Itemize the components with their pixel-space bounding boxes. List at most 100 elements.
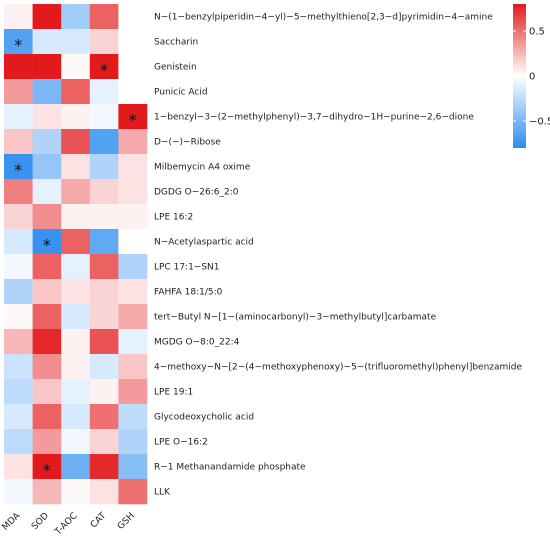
- heatmap-cell: [61, 404, 91, 430]
- heatmap-cell: [32, 479, 62, 505]
- heatmap-cell: [118, 454, 148, 480]
- row-label: N−Acetylaspartic acid: [154, 238, 254, 248]
- heatmap-cell: [61, 379, 91, 405]
- heatmap-cell: [118, 179, 148, 205]
- column-labels: MDA SOD T-AOC CAT GSH: [1, 510, 137, 538]
- heatmap-cell: [89, 404, 119, 430]
- column-label: MDA: [1, 510, 23, 532]
- heatmap-cell: [4, 104, 33, 130]
- heatmap-cell: [4, 254, 33, 280]
- heatmap-cell: [32, 154, 62, 180]
- row-label: 1−benzyl−3−(2−methylphenyl)−3,7−dihydro−…: [154, 113, 474, 123]
- row-label: Saccharin: [154, 38, 198, 48]
- row-label: LPE O−16:2: [154, 438, 208, 448]
- heatmap-cell: [4, 479, 33, 505]
- heatmap-cell: [89, 229, 119, 255]
- heatmap-cell: [61, 479, 91, 505]
- row-label: 4−methoxy−N−[2−(4−methoxyphenoxy)−5−(tri…: [154, 363, 523, 373]
- row-label: Glycodeoxycholic acid: [154, 413, 254, 423]
- column-label: T-AOC: [53, 511, 80, 538]
- row-label: tert−Butyl N−[1−(aminocarbonyl)−3−methyl…: [154, 313, 437, 323]
- colorbar-tick-label: 0: [529, 72, 535, 83]
- heatmap-cell: [4, 29, 33, 55]
- heatmap-cell: [61, 29, 91, 55]
- heatmap-cell: [32, 204, 62, 230]
- heatmap-cell: [32, 229, 62, 255]
- heatmap-cell: [118, 4, 148, 30]
- row-label: FAHFA 18:1/5:0: [154, 288, 223, 298]
- row-label: N−(1−benzylpiperidin−4−yl)−5−methylthien…: [154, 13, 493, 23]
- significance-star: *: [43, 236, 51, 255]
- heatmap-cell: [4, 379, 33, 405]
- heatmap-cell: [118, 429, 148, 455]
- significance-star: *: [14, 161, 22, 180]
- heatmap-cell: [32, 129, 62, 155]
- heatmap-cell: [4, 229, 33, 255]
- heatmap-cell: [32, 179, 62, 205]
- row-label: LPC 17:1−SN1: [154, 263, 220, 273]
- heatmap-cell: [4, 129, 33, 155]
- heatmap-cell: [32, 54, 62, 80]
- heatmap-cell: [118, 154, 148, 180]
- heatmap-cell: [32, 404, 62, 430]
- heatmap-cell: [61, 104, 91, 130]
- colorbar: [513, 4, 526, 148]
- heatmap-cell: [61, 279, 91, 305]
- heatmap-cell: [61, 154, 91, 180]
- heatmap-cell: [4, 354, 33, 380]
- heatmap-cell: [89, 379, 119, 405]
- heatmap-cell: [118, 479, 148, 505]
- heatmap-cell: [61, 229, 91, 255]
- heatmap-cell: [4, 54, 33, 80]
- heatmap-cell: [118, 29, 148, 55]
- heatmap-cell: [118, 104, 148, 130]
- heatmap-cell: [118, 279, 148, 305]
- heatmap-cell: [61, 129, 91, 155]
- heatmap-cell: [32, 104, 62, 130]
- colorbar-tick-label: 0.5: [529, 27, 545, 38]
- heatmap-cell: [4, 204, 33, 230]
- row-label: MGDG O−8:0_22:4: [154, 338, 240, 348]
- heatmap-cell: [4, 4, 33, 30]
- heatmap-cell: [89, 129, 119, 155]
- heatmap-cell: [61, 429, 91, 455]
- colorbar-tick-label: −0.5: [529, 117, 550, 128]
- heatmap-cell: [89, 29, 119, 55]
- heatmap-cell: [89, 4, 119, 30]
- heatmap-cell: [118, 54, 148, 80]
- column-label: SOD: [30, 511, 51, 532]
- heatmap-cell: [32, 354, 62, 380]
- heatmap-cell: [118, 354, 148, 380]
- heatmap-cell: [61, 304, 91, 330]
- row-label: Punicic Acid: [154, 88, 208, 98]
- heatmap-cell: [89, 454, 119, 480]
- heatmap-cell: [32, 79, 62, 105]
- heatmap-cell: [61, 454, 91, 480]
- heatmap-cell: [32, 254, 62, 280]
- heatmap-cell: [4, 179, 33, 205]
- heatmap-cell: [118, 79, 148, 105]
- heatmap-cell: [118, 229, 148, 255]
- heatmap-cell: [32, 329, 62, 355]
- column-label: CAT: [89, 511, 109, 531]
- heatmap-cell: [118, 304, 148, 330]
- heatmap-cell: [118, 329, 148, 355]
- heatmap-cell: [61, 329, 91, 355]
- heatmap-cell: [118, 404, 148, 430]
- row-label: LPE 19:1: [154, 388, 193, 398]
- heatmap-cell: [32, 29, 62, 55]
- significance-star: *: [129, 111, 137, 130]
- heatmap-cell: [4, 304, 33, 330]
- heatmap-cells: [4, 4, 148, 505]
- heatmap-cell: [32, 379, 62, 405]
- row-label: Genistein: [154, 63, 197, 73]
- heatmap-cell: [4, 454, 33, 480]
- heatmap-cell: [118, 379, 148, 405]
- heatmap-cell: [118, 254, 148, 280]
- row-label: D−(−)−Ribose: [154, 138, 221, 148]
- heatmap-cell: [89, 104, 119, 130]
- significance-star: *: [43, 461, 51, 480]
- heatmap-cell: [89, 254, 119, 280]
- significance-star: *: [100, 61, 108, 80]
